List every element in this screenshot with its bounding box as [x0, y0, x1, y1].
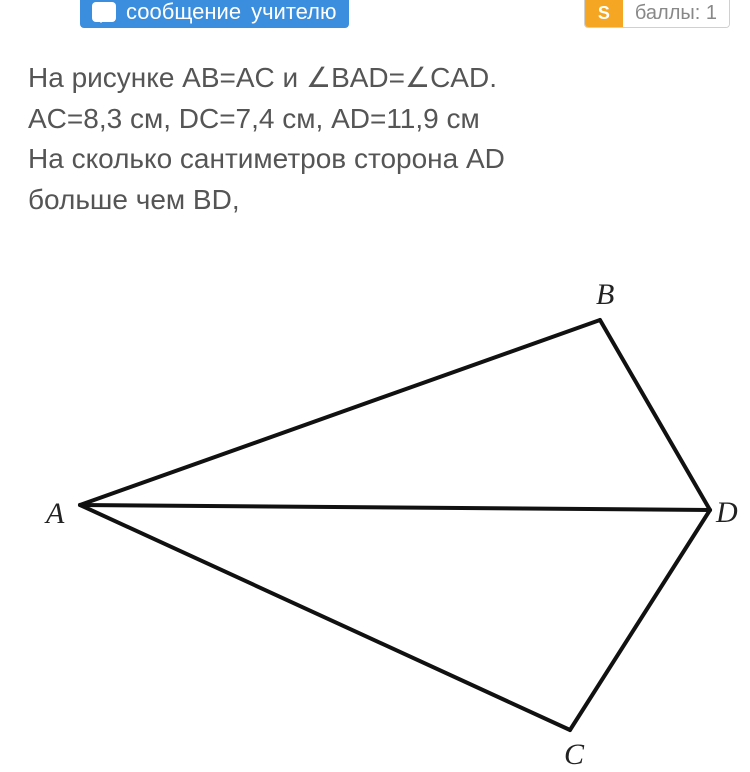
problem-statement: На рисунке AB=AC и ∠BAD=∠CAD. AC=8,3 см,…	[28, 58, 722, 220]
vertex-label-B: B	[596, 278, 614, 312]
speech-bubble-icon	[92, 2, 116, 22]
points-pill: S баллы: 1	[584, 0, 730, 28]
geometry-diagram: ABCD	[20, 280, 730, 740]
teacher-label: учителю	[251, 0, 336, 25]
problem-line-2: AC=8,3 см, DC=7,4 см, AD=11,9 см	[28, 99, 722, 140]
problem-line-1: На рисунке AB=AC и ∠BAD=∠CAD.	[28, 58, 722, 99]
vertex-label-C: C	[564, 738, 584, 772]
vertex-label-A: A	[46, 497, 64, 531]
message-teacher-button[interactable]: сообщение учителю	[80, 0, 349, 28]
edge-AD	[80, 505, 710, 510]
edge-BD	[600, 320, 710, 510]
points-icon: S	[585, 0, 623, 27]
message-label: сообщение	[126, 0, 241, 25]
vertex-label-D: D	[716, 496, 738, 530]
points-text: баллы: 1	[623, 0, 729, 27]
edge-AC	[80, 505, 570, 730]
edge-CD	[570, 510, 710, 730]
edge-AB	[80, 320, 600, 505]
problem-line-3: На сколько сантиметров сторона АD	[28, 139, 722, 180]
problem-line-4: больше чем BD,	[28, 180, 722, 221]
diagram-svg	[20, 280, 730, 740]
